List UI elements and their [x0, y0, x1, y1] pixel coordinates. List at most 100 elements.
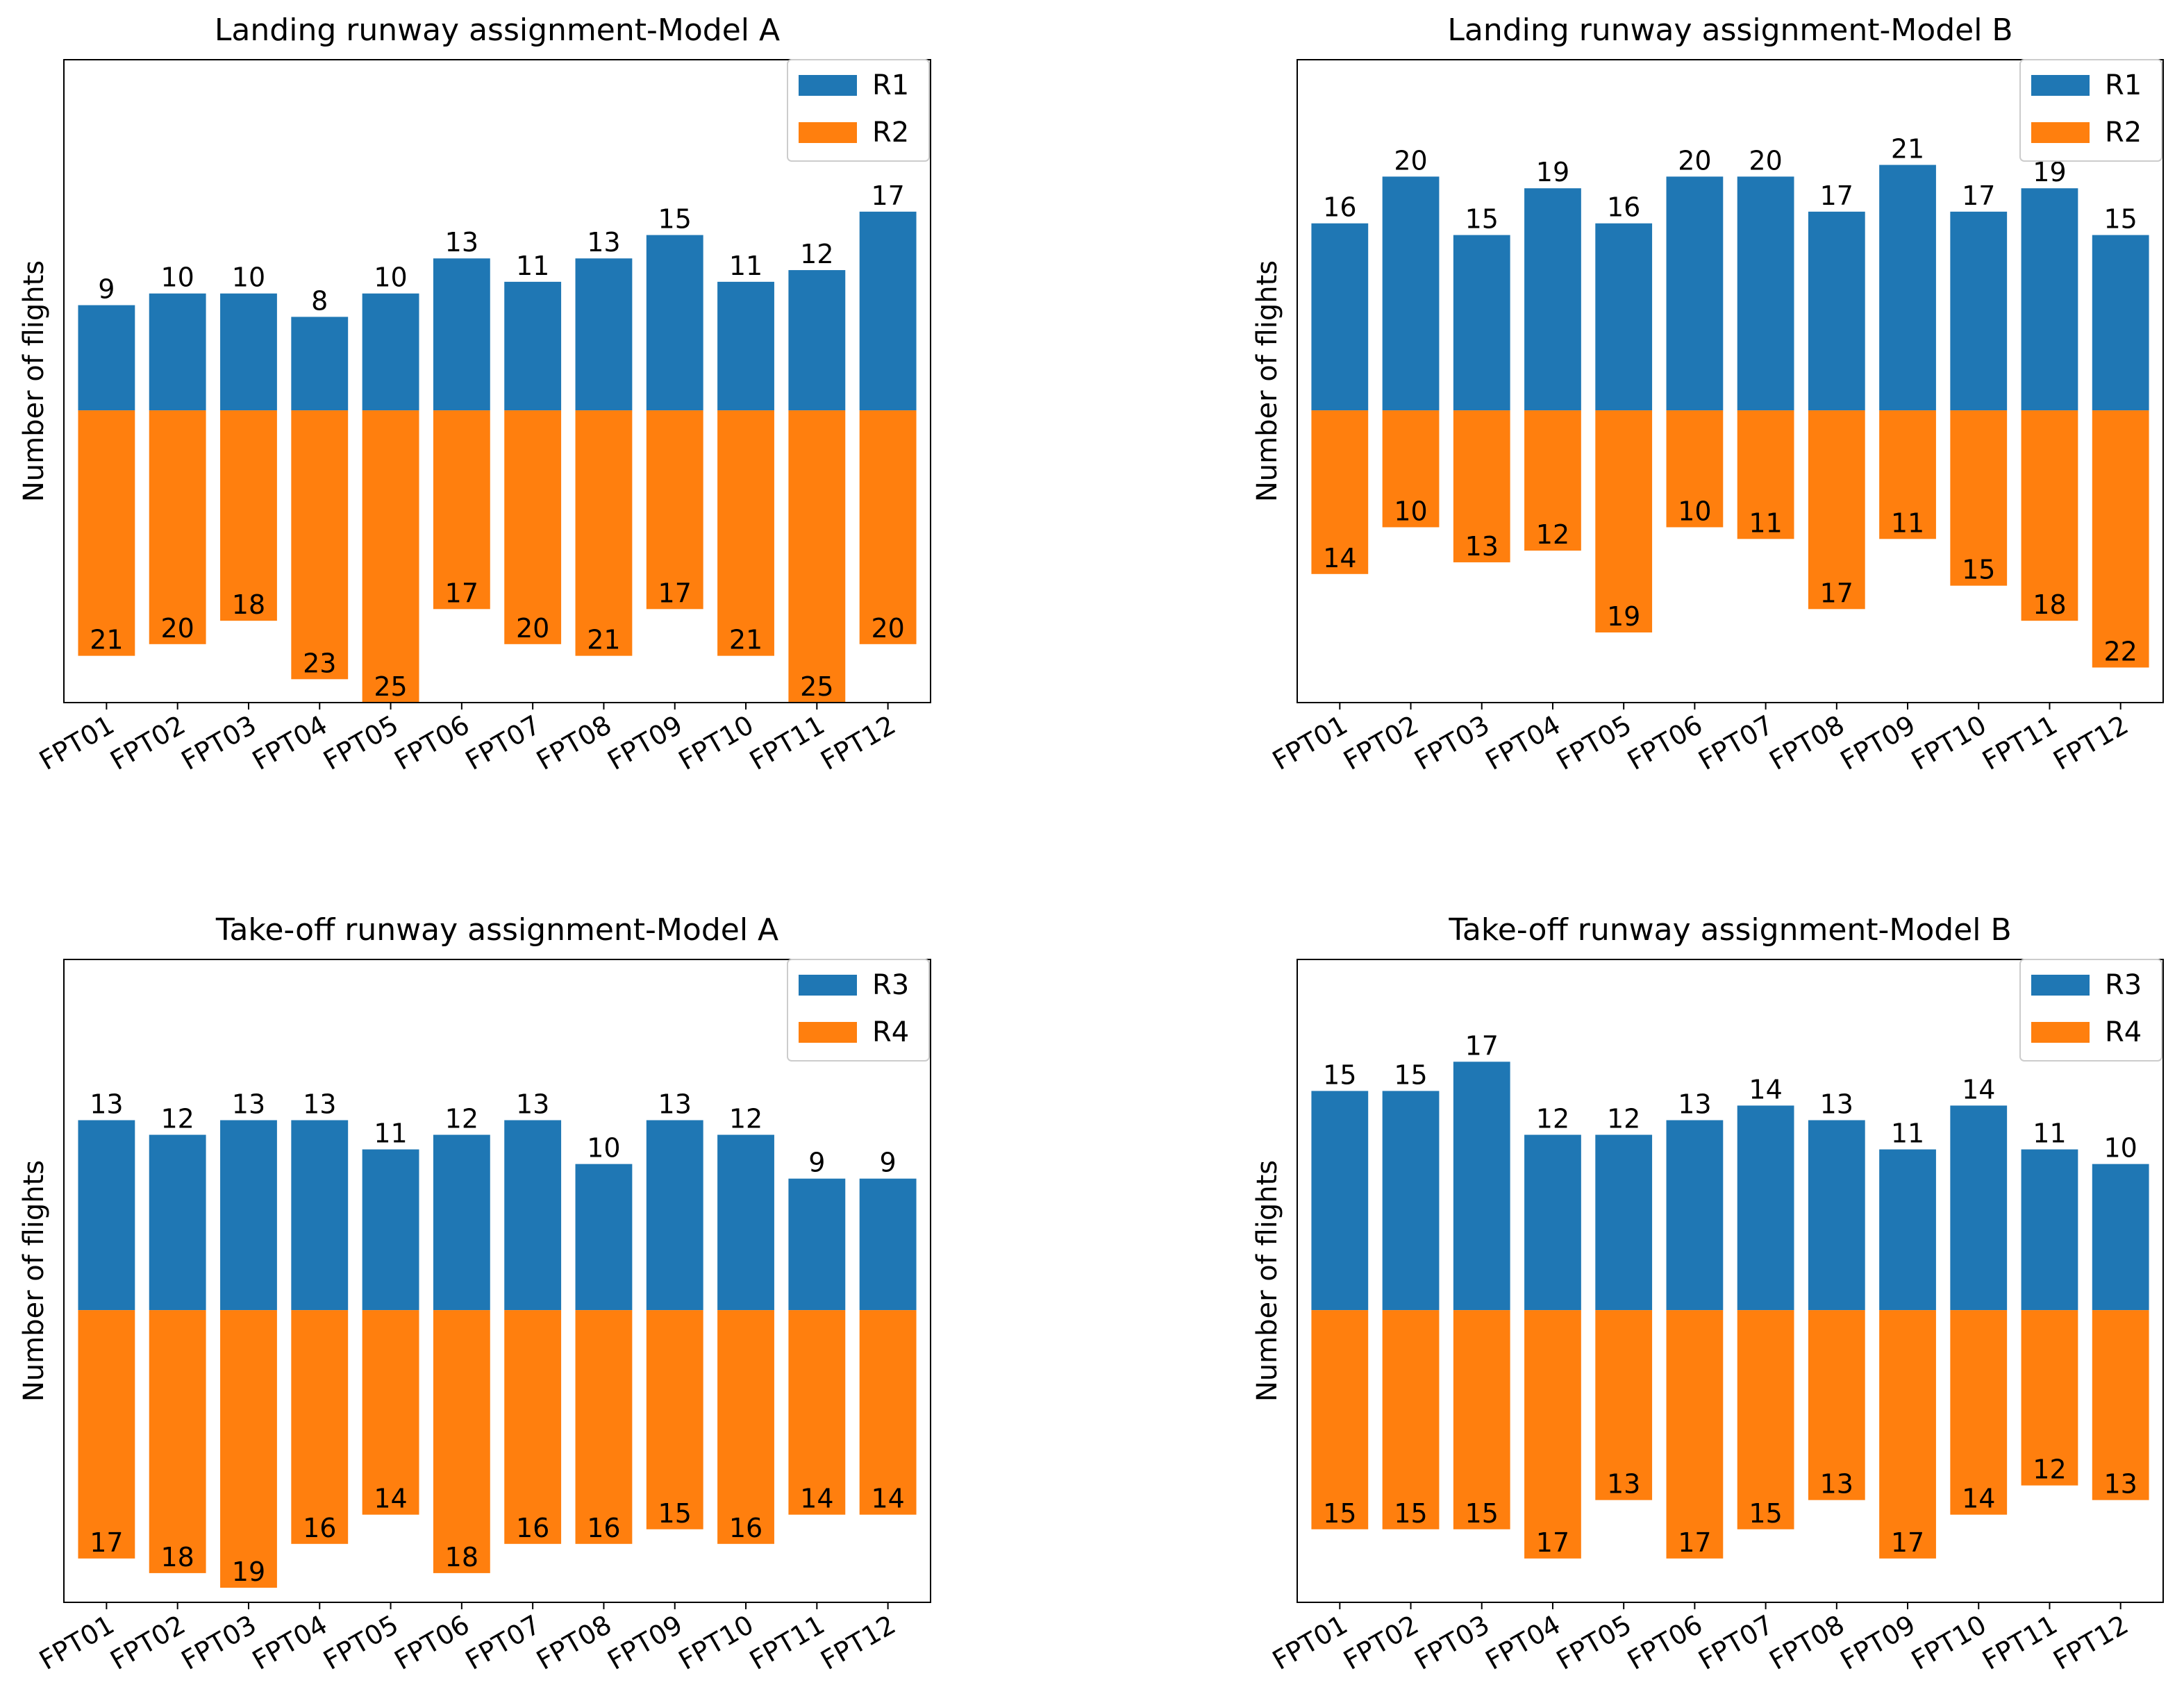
bar-r3-fpt11: [2021, 1149, 2078, 1311]
data-label-r1-fpt01: 16: [1323, 192, 1356, 223]
data-label-r2-fpt03: 13: [1465, 531, 1499, 562]
bar-r1-fpt12: [2092, 235, 2149, 411]
bar-r2-fpt07: [504, 410, 562, 644]
data-label-r2-fpt02: 10: [1394, 496, 1427, 526]
data-label-r1-fpt10: 17: [1962, 181, 1995, 211]
data-label-r1-fpt06: 13: [445, 227, 478, 258]
bar-r3-fpt07: [1737, 1105, 1794, 1311]
data-label-r3-fpt05: 12: [1607, 1104, 1640, 1134]
data-label-r1-fpt12: 17: [871, 181, 904, 211]
bar-r1-fpt07: [504, 281, 562, 411]
x-tick-label: FPT04: [247, 1609, 333, 1676]
data-label-r4-fpt12: 13: [2103, 1469, 2137, 1500]
bar-r4-fpt04: [1524, 1310, 1581, 1559]
bar-r3-fpt08: [575, 1164, 633, 1311]
legend-label-r1: R1: [2105, 69, 2142, 101]
data-label-r4-fpt06: 17: [1678, 1527, 1711, 1558]
x-tick-label: FPT07: [460, 710, 546, 776]
data-label-r1-fpt09: 21: [1891, 134, 1924, 165]
bar-r2-fpt12: [859, 410, 917, 644]
data-label-r2-fpt07: 11: [1749, 507, 1782, 538]
axes-frame: [63, 959, 931, 1603]
data-label-r3-fpt12: 10: [2103, 1133, 2137, 1164]
data-label-r1-fpt03: 10: [232, 262, 265, 293]
data-label-r4-fpt12: 14: [871, 1484, 904, 1514]
bar-r3-fpt04: [1524, 1134, 1581, 1311]
bar-r4-fpt08: [1808, 1310, 1865, 1500]
chart-title: Landing runway assignment-Model A: [215, 12, 780, 48]
bar-r4-fpt08: [575, 1310, 633, 1544]
data-label-r2-fpt09: 17: [658, 578, 692, 608]
x-tick-label: FPT05: [318, 1609, 403, 1676]
y-axis-label: Number of flights: [18, 260, 50, 502]
bar-r2-fpt04: [291, 410, 349, 680]
bar-r4-fpt03: [220, 1310, 277, 1588]
bar-r1-fpt04: [1524, 188, 1581, 411]
data-label-r4-fpt10: 14: [1962, 1484, 1995, 1514]
bar-r3-fpt10: [1950, 1105, 2008, 1311]
data-label-r2-fpt08: 17: [1820, 578, 1853, 608]
x-tick-label: FPT10: [1906, 710, 1992, 776]
data-label-r1-fpt05: 10: [374, 262, 407, 293]
data-label-r4-fpt05: 14: [374, 1484, 407, 1514]
x-tick-label: FPT03: [1409, 710, 1494, 776]
data-label-r4-fpt03: 19: [232, 1557, 265, 1587]
data-label-r4-fpt06: 18: [445, 1542, 478, 1572]
x-tick-label: FPT10: [674, 1609, 759, 1676]
bar-r1-fpt02: [149, 293, 206, 411]
bar-r4-fpt11: [788, 1310, 846, 1515]
bar-r1-fpt01: [1311, 223, 1369, 411]
bar-r1-fpt06: [433, 258, 490, 411]
legend-label-r2: R2: [2105, 117, 2142, 149]
legend-swatch-r3: [799, 975, 857, 996]
legend: R1 R2: [787, 59, 930, 162]
data-label-r2-fpt10: 21: [729, 625, 762, 655]
data-label-r3-fpt01: 13: [90, 1089, 123, 1120]
axes-frame: [1297, 59, 2164, 703]
legend-swatch-r3: [2031, 975, 2090, 996]
bar-r3-fpt08: [1808, 1120, 1865, 1311]
bar-r4-fpt01: [1311, 1310, 1369, 1529]
data-label-r4-fpt02: 18: [160, 1542, 194, 1572]
data-label-r4-fpt07: 16: [516, 1513, 549, 1543]
data-label-r2-fpt10: 15: [1962, 555, 1995, 585]
legend-swatch-r4: [799, 1022, 857, 1043]
data-label-r3-fpt01: 15: [1323, 1059, 1356, 1090]
bar-r2-fpt06: [433, 410, 490, 610]
x-tick-label: FPT11: [1977, 1609, 2062, 1676]
data-label-r1-fpt01: 9: [98, 274, 115, 305]
bar-r4-fpt12: [859, 1310, 917, 1515]
legend-label-r1: R1: [872, 69, 909, 101]
bar-r2-fpt09: [1879, 410, 1936, 539]
legend-label-r3: R3: [2105, 969, 2142, 1001]
data-label-r4-fpt08: 13: [1820, 1469, 1853, 1500]
legend-label-r4: R4: [2105, 1016, 2142, 1048]
x-tick-label: FPT05: [1551, 1609, 1637, 1676]
data-label-r2-fpt02: 20: [160, 613, 194, 644]
data-label-r2-fpt06: 10: [1678, 496, 1711, 526]
bar-r3-fpt10: [717, 1134, 774, 1311]
bar-r1-fpt11: [2021, 188, 2078, 411]
x-tick-label: FPT10: [1906, 1609, 1992, 1676]
bar-r2-fpt07: [1737, 410, 1794, 539]
bar-r2-fpt01: [1311, 410, 1369, 574]
data-label-r2-fpt04: 12: [1536, 519, 1569, 550]
axes-frame: [63, 59, 931, 703]
bar-r4-fpt04: [291, 1310, 349, 1544]
x-tick-label: FPT09: [602, 710, 687, 776]
x-tick-label: FPT06: [390, 1609, 475, 1676]
x-tick-label: FPT01: [34, 1609, 119, 1676]
bar-r1-fpt08: [1808, 211, 1865, 411]
bar-r3-fpt06: [1666, 1120, 1724, 1311]
data-label-r1-fpt07: 11: [516, 251, 549, 281]
data-label-r3-fpt03: 17: [1465, 1030, 1499, 1061]
legend-swatch-r4: [2031, 1022, 2090, 1043]
data-label-r3-fpt07: 14: [1749, 1074, 1782, 1105]
data-label-r2-fpt05: 19: [1607, 601, 1640, 632]
x-tick-label: FPT07: [1693, 1609, 1778, 1676]
bar-r1-fpt05: [1595, 223, 1653, 411]
data-label-r2-fpt12: 20: [871, 613, 904, 644]
bar-r3-fpt11: [788, 1178, 846, 1311]
